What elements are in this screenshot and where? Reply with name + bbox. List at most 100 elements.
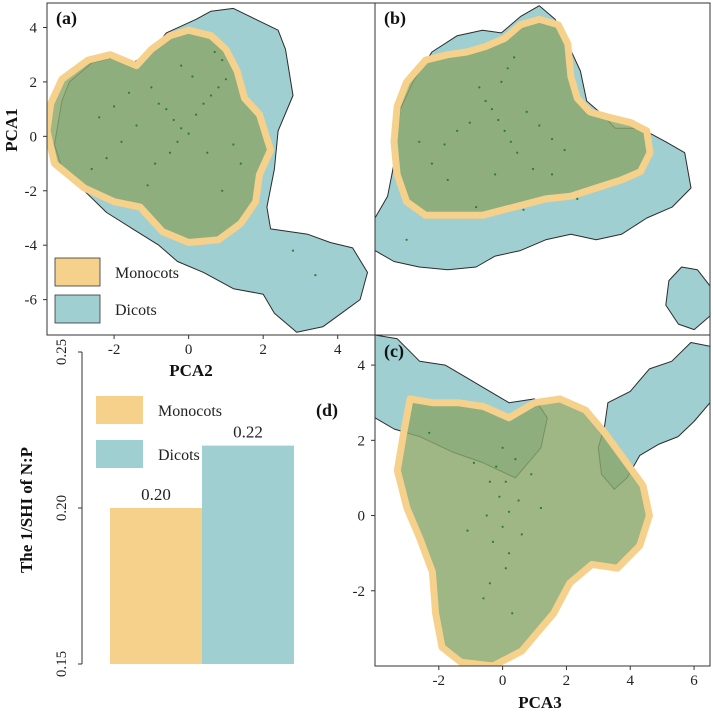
data-point	[291, 249, 295, 252]
data-point	[531, 167, 535, 171]
data-point	[498, 495, 501, 498]
panel-d-ylabel: The 1/SHI of N:P	[17, 447, 36, 573]
data-point	[150, 86, 153, 89]
panel-d-legend: Monocots Dicots	[96, 396, 222, 468]
data-point	[484, 99, 487, 103]
data-point	[466, 529, 469, 532]
y-tick-label: 2	[358, 433, 366, 449]
data-point	[113, 105, 116, 108]
data-point	[195, 113, 198, 116]
data-point	[232, 143, 235, 146]
data-point	[221, 189, 224, 192]
data-point	[478, 86, 481, 89]
data-point	[224, 78, 227, 81]
data-point	[180, 64, 183, 67]
panel-d-plot: 0.20 0.22 0.25 0.20 0.15	[54, 339, 294, 677]
y-tick-label: 0	[30, 129, 38, 145]
data-point	[456, 129, 459, 132]
data-point	[506, 67, 509, 70]
data-point	[488, 582, 491, 585]
legend-label-dicots: Dicots	[115, 302, 157, 319]
data-point	[472, 461, 475, 464]
panel-b: (b)	[374, 2, 711, 336]
x-tick-label: 0	[185, 342, 193, 358]
data-point	[475, 206, 478, 209]
data-point	[165, 108, 168, 111]
data-point	[154, 162, 157, 165]
data-point	[221, 59, 224, 62]
y-tick-label: 2	[30, 75, 38, 91]
data-point	[485, 514, 488, 517]
series-dicots-region	[665, 266, 710, 331]
data-point	[430, 162, 433, 165]
data-point	[494, 173, 497, 176]
y-tick-label: -6	[25, 293, 38, 309]
data-point	[90, 167, 93, 171]
data-point	[514, 458, 517, 461]
panel-c: -2 0 2 4 6 4 2 0 -2 (c) PCA3	[353, 334, 711, 712]
y-tick-label: -4	[25, 238, 38, 254]
data-point	[172, 118, 175, 122]
data-point	[501, 525, 504, 528]
y-tick-label: 4	[358, 358, 366, 374]
series-monocots-region	[393, 395, 653, 666]
data-point	[538, 124, 541, 127]
data-point	[491, 540, 495, 544]
data-point	[511, 612, 514, 615]
x-tick-label: 4	[626, 673, 634, 689]
panel-a-legend: Monocots Dicots	[54, 257, 179, 324]
x-tick-label: -2	[433, 673, 446, 689]
y-tick-label: 0.25	[54, 339, 70, 365]
data-point	[517, 499, 520, 502]
data-point	[202, 102, 205, 105]
data-point	[500, 80, 503, 83]
data-point	[98, 116, 101, 119]
data-point	[522, 208, 525, 211]
data-point	[509, 140, 512, 143]
data-point	[157, 102, 160, 105]
data-point	[176, 140, 179, 143]
data-point	[507, 510, 511, 513]
data-point	[443, 143, 446, 146]
panel-c-label: (c)	[384, 341, 404, 362]
data-point	[146, 184, 149, 187]
y-tick-label: 4	[30, 20, 38, 36]
y-tick-label: 0	[358, 509, 366, 525]
data-point	[497, 118, 500, 122]
data-point	[539, 506, 543, 510]
data-point	[563, 148, 566, 152]
legend-label-monocots: Monocots	[115, 265, 179, 282]
data-point	[405, 238, 408, 241]
x-tick-label: 2	[563, 673, 571, 689]
legend-label-dicots: Dicots	[158, 447, 200, 464]
panel-a-label: (a)	[56, 8, 77, 29]
data-point	[503, 129, 506, 132]
data-point	[239, 162, 242, 165]
x-tick-label: 6	[690, 673, 698, 689]
data-point	[105, 157, 108, 160]
data-point	[490, 108, 493, 111]
data-point	[168, 151, 172, 154]
data-point	[504, 567, 507, 570]
data-point	[191, 75, 194, 78]
x-tick-label: -2	[108, 342, 121, 358]
y-tick-label: -2	[25, 184, 38, 200]
panel-a-ylabel: PCA1	[2, 108, 21, 151]
data-point	[187, 132, 190, 135]
data-point	[446, 178, 449, 181]
data-point	[576, 197, 579, 200]
y-tick-label: -2	[353, 584, 366, 600]
panel-d: 0.20 0.22 0.25 0.20 0.15 (d) The 1/SHI of N:…	[17, 339, 338, 677]
panel-c-plot: -2 0 2 4 6 4 2 0 -2	[353, 335, 710, 689]
data-point	[209, 94, 213, 97]
data-point	[217, 86, 220, 89]
bar-value-label: 0.20	[141, 485, 171, 504]
data-point	[550, 138, 554, 141]
y-tick-label: 0.20	[54, 495, 70, 521]
panel-b-plot	[375, 5, 710, 331]
data-point	[206, 151, 209, 154]
panel-d-label: (d)	[316, 400, 338, 421]
panel-b-label: (b)	[384, 8, 406, 29]
series-monocots-region	[390, 15, 654, 219]
